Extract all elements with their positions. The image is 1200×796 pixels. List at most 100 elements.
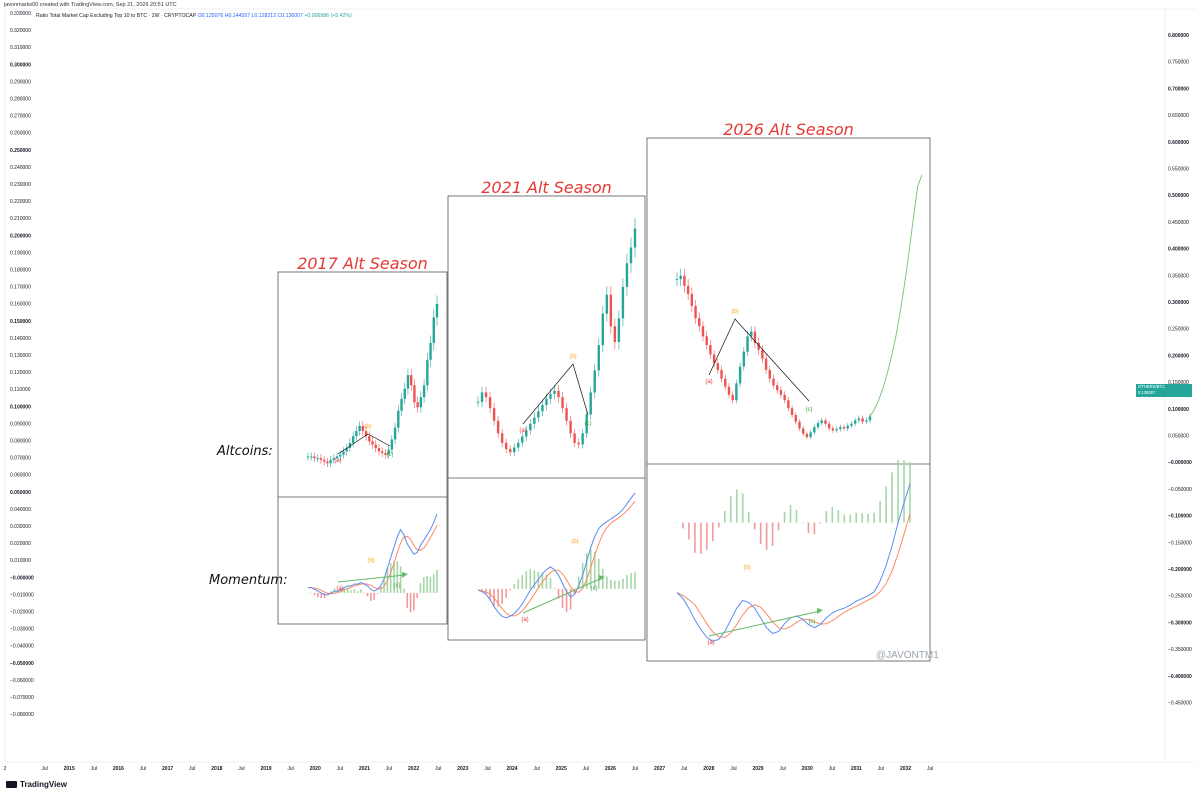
symbol-price-badge: OTHERS/BTC 0.136007 5d 4h xyxy=(1136,384,1192,397)
left-axis-tick: 0.280000 xyxy=(10,97,31,103)
momentum-histogram-bar xyxy=(861,513,863,523)
momentum-macd-line xyxy=(308,514,437,595)
right-axis-tick: 0.500000 xyxy=(1168,193,1189,199)
price-candle xyxy=(606,295,608,314)
momentum-histogram-bar xyxy=(410,593,412,612)
left-axis-tick: 0.070000 xyxy=(10,456,31,462)
price-label-b: (b) xyxy=(364,424,371,430)
panel-frame xyxy=(278,272,447,624)
price-candle xyxy=(505,443,507,449)
price-candle xyxy=(358,426,360,431)
price-candle xyxy=(436,304,438,318)
price-candle xyxy=(854,420,856,423)
left-axis-tick: 0.030000 xyxy=(10,524,31,530)
price-candle xyxy=(783,395,785,400)
price-candle xyxy=(698,318,700,326)
price-candle xyxy=(545,399,547,405)
momentum-histogram-bar xyxy=(814,523,816,535)
momentum-histogram-bar xyxy=(481,589,483,590)
right-axis-tick: 0.750000 xyxy=(1168,60,1189,66)
price-candle xyxy=(368,436,370,441)
momentum-histogram-bar xyxy=(885,486,887,522)
momentum-histogram-bar xyxy=(562,589,564,608)
momentum-histogram-bar xyxy=(390,563,392,593)
price-candle xyxy=(394,428,396,440)
left-axis-tick: 0.240000 xyxy=(10,165,31,171)
price-candle xyxy=(728,387,730,395)
x-axis-tick: Jul xyxy=(583,766,589,772)
x-axis-tick: Jul xyxy=(238,766,244,772)
price-candle xyxy=(557,391,559,397)
price-candle xyxy=(772,379,774,386)
left-axis-tick: 0.100000 xyxy=(10,404,31,410)
price-label-b: (b) xyxy=(569,354,576,360)
momentum-histogram-bar xyxy=(367,593,369,597)
momentum-histogram-bar xyxy=(802,522,804,523)
momentum-histogram-bar xyxy=(700,523,702,554)
price-candle xyxy=(497,421,499,434)
price-projection-line xyxy=(870,175,922,416)
momentum-histogram-bar xyxy=(426,576,428,593)
left-axis-tick: −0.010000 xyxy=(10,592,34,598)
altcoins-label: Altcoins: xyxy=(216,444,273,459)
left-axis-tick: 0.310000 xyxy=(10,45,31,51)
x-axis-tick: Jul xyxy=(140,766,146,772)
x-axis-tick: 2027 xyxy=(654,766,665,772)
price-candle xyxy=(577,443,579,445)
x-axis-tick: 2 xyxy=(4,766,7,772)
price-label-c: (c) xyxy=(387,452,394,458)
momentum-label-c: (c) xyxy=(394,583,401,589)
momentum-histogram-bar xyxy=(903,460,905,522)
price-candle xyxy=(517,443,519,448)
badge-sub: 5d 4h xyxy=(1138,396,1190,402)
price-candle xyxy=(787,400,789,408)
x-axis-tick: Jul xyxy=(189,766,195,772)
x-axis-tick: Jul xyxy=(681,766,687,772)
left-axis-tick: 0.090000 xyxy=(10,421,31,427)
left-axis-tick: 0.200000 xyxy=(10,233,31,239)
price-candle xyxy=(513,448,515,453)
left-axis-tick: 0.140000 xyxy=(10,336,31,342)
abc-trendlines xyxy=(709,319,809,401)
momentum-histogram-bar xyxy=(606,577,608,589)
price-candle xyxy=(687,286,689,294)
price-candle xyxy=(553,391,555,394)
momentum-histogram-bar xyxy=(317,593,319,597)
price-candle xyxy=(610,295,612,327)
momentum-histogram-bar xyxy=(521,575,523,589)
x-axis-tick: 2021 xyxy=(359,766,370,772)
tradingview-logo[interactable]: TradingView xyxy=(6,780,67,789)
left-axis-tick: −0.020000 xyxy=(10,610,34,616)
price-candle xyxy=(630,248,632,264)
momentum-label-b: (b) xyxy=(743,565,750,571)
price-candle xyxy=(802,428,804,433)
price-candle xyxy=(795,415,797,422)
price-candle xyxy=(702,326,704,336)
momentum-histogram-bar xyxy=(849,515,851,523)
x-axis-tick: Jul xyxy=(435,766,441,772)
momentum-histogram-bar xyxy=(784,512,786,523)
left-axis-tick: 0.150000 xyxy=(10,319,31,325)
left-axis-tick: 0.230000 xyxy=(10,182,31,188)
right-axis-tick: −0.250000 xyxy=(1168,594,1192,600)
x-axis-tick: 2028 xyxy=(703,766,714,772)
price-candle xyxy=(746,336,748,351)
price-candle xyxy=(371,441,373,444)
price-candle xyxy=(769,370,771,379)
momentum-histogram-bar xyxy=(688,523,690,540)
momentum-histogram-bar xyxy=(380,587,382,593)
momentum-histogram-bar xyxy=(706,523,708,550)
price-candle xyxy=(705,336,707,345)
x-axis-tick: 2032 xyxy=(900,766,911,772)
momentum-histogram-bar xyxy=(477,589,479,590)
price-candle xyxy=(323,460,325,462)
x-axis-tick: Jul xyxy=(533,766,539,772)
price-candle xyxy=(429,343,431,360)
left-axis-tick: 0.190000 xyxy=(10,250,31,256)
right-axis-tick: −0.300000 xyxy=(1168,620,1192,626)
momentum-label-c: (c) xyxy=(591,586,598,592)
left-axis-tick: −0.070000 xyxy=(10,695,34,701)
price-label-b: (b) xyxy=(731,309,738,315)
momentum-histogram-bar xyxy=(501,589,503,604)
